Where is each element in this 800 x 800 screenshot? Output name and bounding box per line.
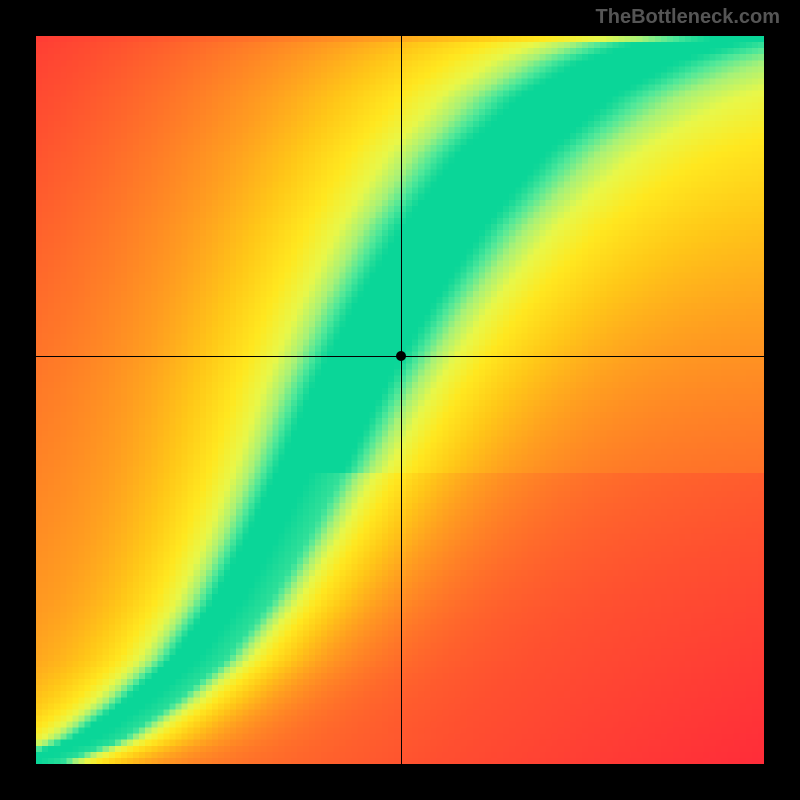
- heatmap-chart: [36, 36, 764, 764]
- crosshair-marker: [396, 351, 406, 361]
- crosshair-vertical: [401, 36, 402, 764]
- watermark-text: TheBottleneck.com: [596, 6, 780, 29]
